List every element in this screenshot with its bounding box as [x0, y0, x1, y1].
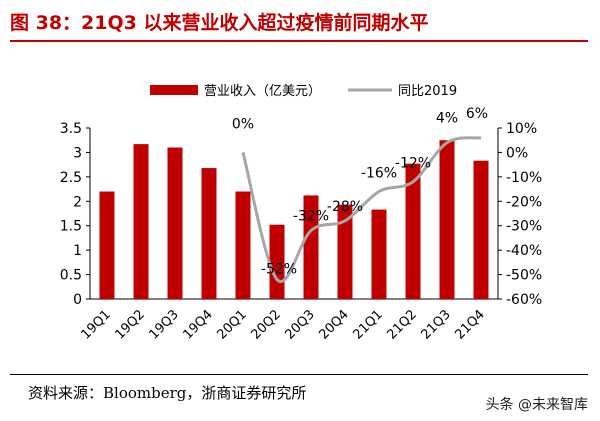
x-tick-label-20Q1: 20Q1 — [214, 307, 249, 342]
x-tick-label-20Q3: 20Q3 — [282, 307, 317, 342]
y-left-tick-label: 0.5 — [60, 268, 82, 284]
y-right-tick-label: -30% — [506, 219, 542, 235]
y-right-tick-label: -60% — [506, 292, 542, 308]
y-right-tick-label: -40% — [506, 243, 542, 259]
legend-line-label: 同比2019 — [398, 84, 457, 99]
data-label-20Q1: 0% — [232, 116, 254, 132]
data-label-21Q2: -12% — [395, 156, 431, 172]
chart-title: 图 38：21Q3 以来营业收入超过疫情前同期水平 — [10, 12, 429, 34]
x-tick-label-21Q1: 21Q1 — [350, 307, 385, 342]
x-tick-label-19Q2: 19Q2 — [112, 307, 147, 342]
bar-21Q4 — [473, 160, 489, 299]
y-right-tick-label: 0% — [506, 145, 528, 161]
x-tick-label-21Q4: 21Q4 — [452, 307, 487, 342]
data-label-21Q1: -16% — [361, 166, 397, 182]
bar-21Q3 — [439, 140, 455, 299]
y-right-tick-label: -20% — [506, 194, 542, 210]
legend-bar-swatch — [150, 85, 198, 95]
bar-19Q2 — [133, 144, 149, 299]
data-label-20Q3: -32% — [293, 209, 329, 225]
legend-bar-label: 营业收入（亿美元） — [204, 84, 321, 99]
y-left-tick-label: 3.5 — [60, 121, 82, 137]
bar-19Q1 — [99, 191, 115, 299]
bar-19Q3 — [167, 147, 183, 299]
y-left-tick-label: 2.5 — [60, 170, 82, 186]
y-left-tick-label: 1 — [73, 243, 82, 259]
watermark: 头条 @未来智库 — [485, 397, 588, 413]
x-tick-label-19Q3: 19Q3 — [146, 307, 181, 342]
x-tick-label-21Q2: 21Q2 — [384, 307, 419, 342]
data-label-21Q4: 6% — [466, 106, 488, 122]
x-tick-label-20Q2: 20Q2 — [248, 307, 283, 342]
source-note: 资料来源：Bloomberg，浙商证券研究所 — [28, 384, 307, 402]
x-tick-label-21Q3: 21Q3 — [418, 307, 453, 342]
yoy-line — [241, 136, 482, 284]
y-right-tick-label: -10% — [506, 170, 542, 186]
y-right-tick-label: -50% — [506, 268, 542, 284]
data-label-20Q4: -28% — [327, 199, 363, 215]
x-tick-label-19Q4: 19Q4 — [180, 307, 215, 342]
bar-21Q1 — [371, 209, 387, 299]
bar-20Q1 — [235, 191, 251, 299]
y-left-tick-label: 3 — [73, 145, 82, 161]
bar-20Q3 — [303, 195, 319, 299]
source-divider — [10, 374, 588, 375]
bar-21Q2 — [405, 163, 421, 299]
data-label-21Q3: 4% — [436, 111, 458, 127]
x-tick-label-19Q1: 19Q1 — [78, 307, 113, 342]
data-label-20Q2: -52% — [261, 261, 297, 277]
x-tick-label-20Q4: 20Q4 — [316, 307, 351, 342]
y-left-tick-label: 0 — [73, 292, 82, 308]
y-right-tick-label: 10% — [506, 121, 537, 137]
bar-20Q4 — [337, 204, 353, 299]
y-left-tick-label: 1.5 — [60, 219, 82, 235]
bar-19Q4 — [201, 168, 217, 299]
title-divider — [10, 40, 588, 42]
chart-area: 营业收入（亿美元） 同比2019 0 0.5 1 1.5 2 2.5 3 3.5 -60% -50% -… — [60, 84, 542, 343]
y-left-tick-label: 2 — [73, 194, 82, 210]
